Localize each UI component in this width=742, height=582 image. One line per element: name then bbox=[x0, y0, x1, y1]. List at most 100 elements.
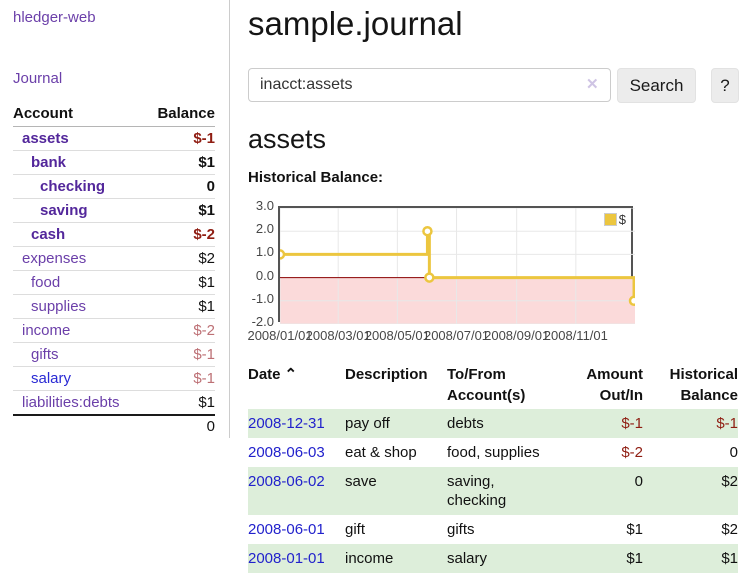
transaction-balance: $-1 bbox=[643, 409, 738, 438]
account-row: cash $-2 bbox=[13, 222, 215, 247]
account-row: income $-2 bbox=[13, 318, 215, 343]
accounts-total-balance: 0 bbox=[144, 414, 215, 438]
balance-column-header-main: Historical Balance bbox=[669, 366, 738, 404]
transaction-date-link[interactable]: 2008-06-02 bbox=[248, 473, 325, 490]
chart-title: Historical Balance: bbox=[248, 169, 384, 186]
sidebar-account-bank[interactable]: bank bbox=[31, 154, 67, 171]
chart-legend: $ bbox=[601, 211, 628, 228]
accounts-table-body: assets $-1 bank $1 checking 0 saving $1 cash $-2 e… bbox=[13, 127, 215, 415]
account-row: gifts $-1 bbox=[13, 342, 215, 367]
x-axis-tick-label: 2008/05/01 bbox=[364, 328, 430, 343]
transaction-balance: $2 bbox=[721, 521, 738, 538]
account-row: supplies $1 bbox=[13, 294, 215, 319]
x-axis-tick-label: 2008/11/01 bbox=[543, 328, 608, 343]
y-axis-tick-label: 2.0 bbox=[255, 221, 274, 237]
transaction-description: eat & shop bbox=[345, 444, 417, 461]
sidebar-divider bbox=[229, 0, 230, 438]
transaction-description: income bbox=[345, 544, 447, 573]
transaction-amount: $1 bbox=[558, 544, 643, 573]
accounts-column-header: Account bbox=[13, 103, 145, 127]
account-row: assets $-1 bbox=[13, 127, 215, 151]
app-title-link[interactable]: hledger-web bbox=[13, 9, 96, 26]
balance-column-header: Balance bbox=[144, 103, 215, 127]
sidebar-item-journal[interactable]: Journal bbox=[13, 70, 63, 87]
transaction-accounts: saving, checking bbox=[447, 467, 558, 515]
help-button[interactable]: ? bbox=[711, 68, 739, 103]
accounts-table: Account Balance assets $-1 bank $1 checking 0… bbox=[13, 103, 215, 438]
account-row: checking 0 bbox=[13, 174, 215, 199]
legend-swatch-icon bbox=[603, 213, 617, 226]
transaction-date-link[interactable]: 2008-12-31 bbox=[248, 415, 325, 432]
date-column-header[interactable]: Date ⌃ bbox=[248, 366, 298, 383]
table-row: 2008-06-02 save saving, checking 0 $2 bbox=[248, 467, 738, 515]
account-balance: $-1 bbox=[144, 366, 215, 391]
sidebar-account-gifts[interactable]: gifts bbox=[31, 346, 59, 363]
table-row: 2008-12-31 pay off debts $-1 $-1 bbox=[248, 409, 738, 438]
transaction-date-link[interactable]: 2008-06-01 bbox=[248, 521, 325, 538]
account-balance: $-2 bbox=[144, 318, 215, 343]
register-table: Date ⌃ Description To/From Account(s) Amo… bbox=[248, 364, 738, 573]
account-row: liabilities:debts $1 bbox=[13, 390, 215, 415]
accounts-total-row: 0 bbox=[13, 414, 215, 438]
legend-label: $ bbox=[618, 212, 626, 227]
transaction-description: save bbox=[345, 467, 447, 515]
transaction-amount: $-2 bbox=[621, 444, 643, 461]
account-row: salary $-1 bbox=[13, 366, 215, 391]
register-table-body: 2008-12-31 pay off debts $-1 $-1 2008-06-03 ea… bbox=[248, 409, 738, 573]
sidebar-account-cash[interactable]: cash bbox=[31, 226, 66, 243]
account-balance: $-1 bbox=[144, 342, 215, 367]
transaction-accounts: gifts bbox=[447, 521, 475, 538]
sidebar-account-salary[interactable]: salary bbox=[31, 370, 72, 387]
account-balance: $1 bbox=[144, 270, 215, 295]
balance-chart: $ 3.0 2.0 1.0 0.0 -1.0 -2.0 2008/01/01 2008/03/… bbox=[247, 198, 668, 343]
account-balance: 0 bbox=[144, 174, 215, 199]
transaction-description: pay off bbox=[345, 409, 447, 438]
account-balance: $1 bbox=[144, 150, 215, 175]
sidebar-account-checking[interactable]: checking bbox=[40, 178, 106, 195]
account-balance: $-1 bbox=[193, 130, 215, 147]
search-button[interactable]: Search bbox=[617, 68, 696, 103]
sidebar-account-income[interactable]: income bbox=[22, 322, 71, 339]
x-axis-tick-label: 2008/09/01 bbox=[484, 328, 550, 343]
search-input[interactable] bbox=[248, 68, 611, 102]
transaction-balance: 0 bbox=[729, 444, 738, 461]
transaction-accounts: food, supplies bbox=[447, 444, 540, 461]
account-balance: $1 bbox=[144, 390, 215, 415]
chart-plot-area: $ bbox=[278, 206, 635, 324]
amount-column-header: Amount Out/In bbox=[586, 366, 643, 404]
transaction-accounts: salary bbox=[447, 544, 558, 573]
sidebar-account-assets[interactable]: assets bbox=[22, 130, 69, 147]
transaction-date-link[interactable]: 2008-01-01 bbox=[248, 550, 325, 567]
table-row: 2008-06-03 eat & shop food, supplies $-2 0 bbox=[248, 438, 738, 467]
account-row: food $1 bbox=[13, 270, 215, 295]
page-title: sample.journal bbox=[248, 5, 463, 42]
sidebar-account-expenses[interactable]: expenses bbox=[22, 250, 87, 267]
sidebar-account-liabilities-debts[interactable]: liabilities:debts bbox=[22, 394, 120, 411]
y-axis-tick-label: 3.0 bbox=[255, 198, 274, 213]
y-axis-tick-label: 1.0 bbox=[255, 244, 274, 260]
sidebar-account-saving[interactable]: saving bbox=[40, 202, 88, 219]
transaction-balance: $1 bbox=[643, 544, 738, 573]
x-axis-tick-label: 2008/01/01 bbox=[247, 328, 313, 343]
register-header-row: Date ⌃ Description To/From Account(s) Amo… bbox=[248, 364, 738, 409]
y-axis-tick-label: -2.0 bbox=[251, 314, 274, 329]
table-row: 2008-01-01 income salary $1 $1 bbox=[248, 544, 738, 573]
account-row: expenses $2 bbox=[13, 246, 215, 271]
account-row: saving $1 bbox=[13, 198, 215, 223]
transaction-balance: $2 bbox=[643, 467, 738, 515]
account-heading: assets bbox=[248, 124, 327, 154]
account-balance: $2 bbox=[144, 246, 215, 271]
transaction-accounts: debts bbox=[447, 409, 558, 438]
transaction-description: gift bbox=[345, 521, 366, 538]
transaction-date-link[interactable]: 2008-06-03 bbox=[248, 444, 325, 461]
y-axis-tick-label: -1.0 bbox=[251, 290, 274, 306]
sidebar-account-food[interactable]: food bbox=[31, 274, 61, 291]
main-content: sample.journal ✕ Search ? assets Histori… bbox=[247, 0, 742, 582]
account-balance: $1 bbox=[144, 294, 215, 319]
chart-canvas bbox=[280, 208, 635, 324]
account-balance: $1 bbox=[144, 198, 215, 223]
accounts-column-header-main: To/From Account(s) bbox=[447, 366, 526, 404]
clear-search-icon[interactable]: ✕ bbox=[586, 76, 599, 93]
sidebar-account-supplies[interactable]: supplies bbox=[31, 298, 87, 315]
y-axis-tick-label: 0.0 bbox=[255, 267, 274, 283]
